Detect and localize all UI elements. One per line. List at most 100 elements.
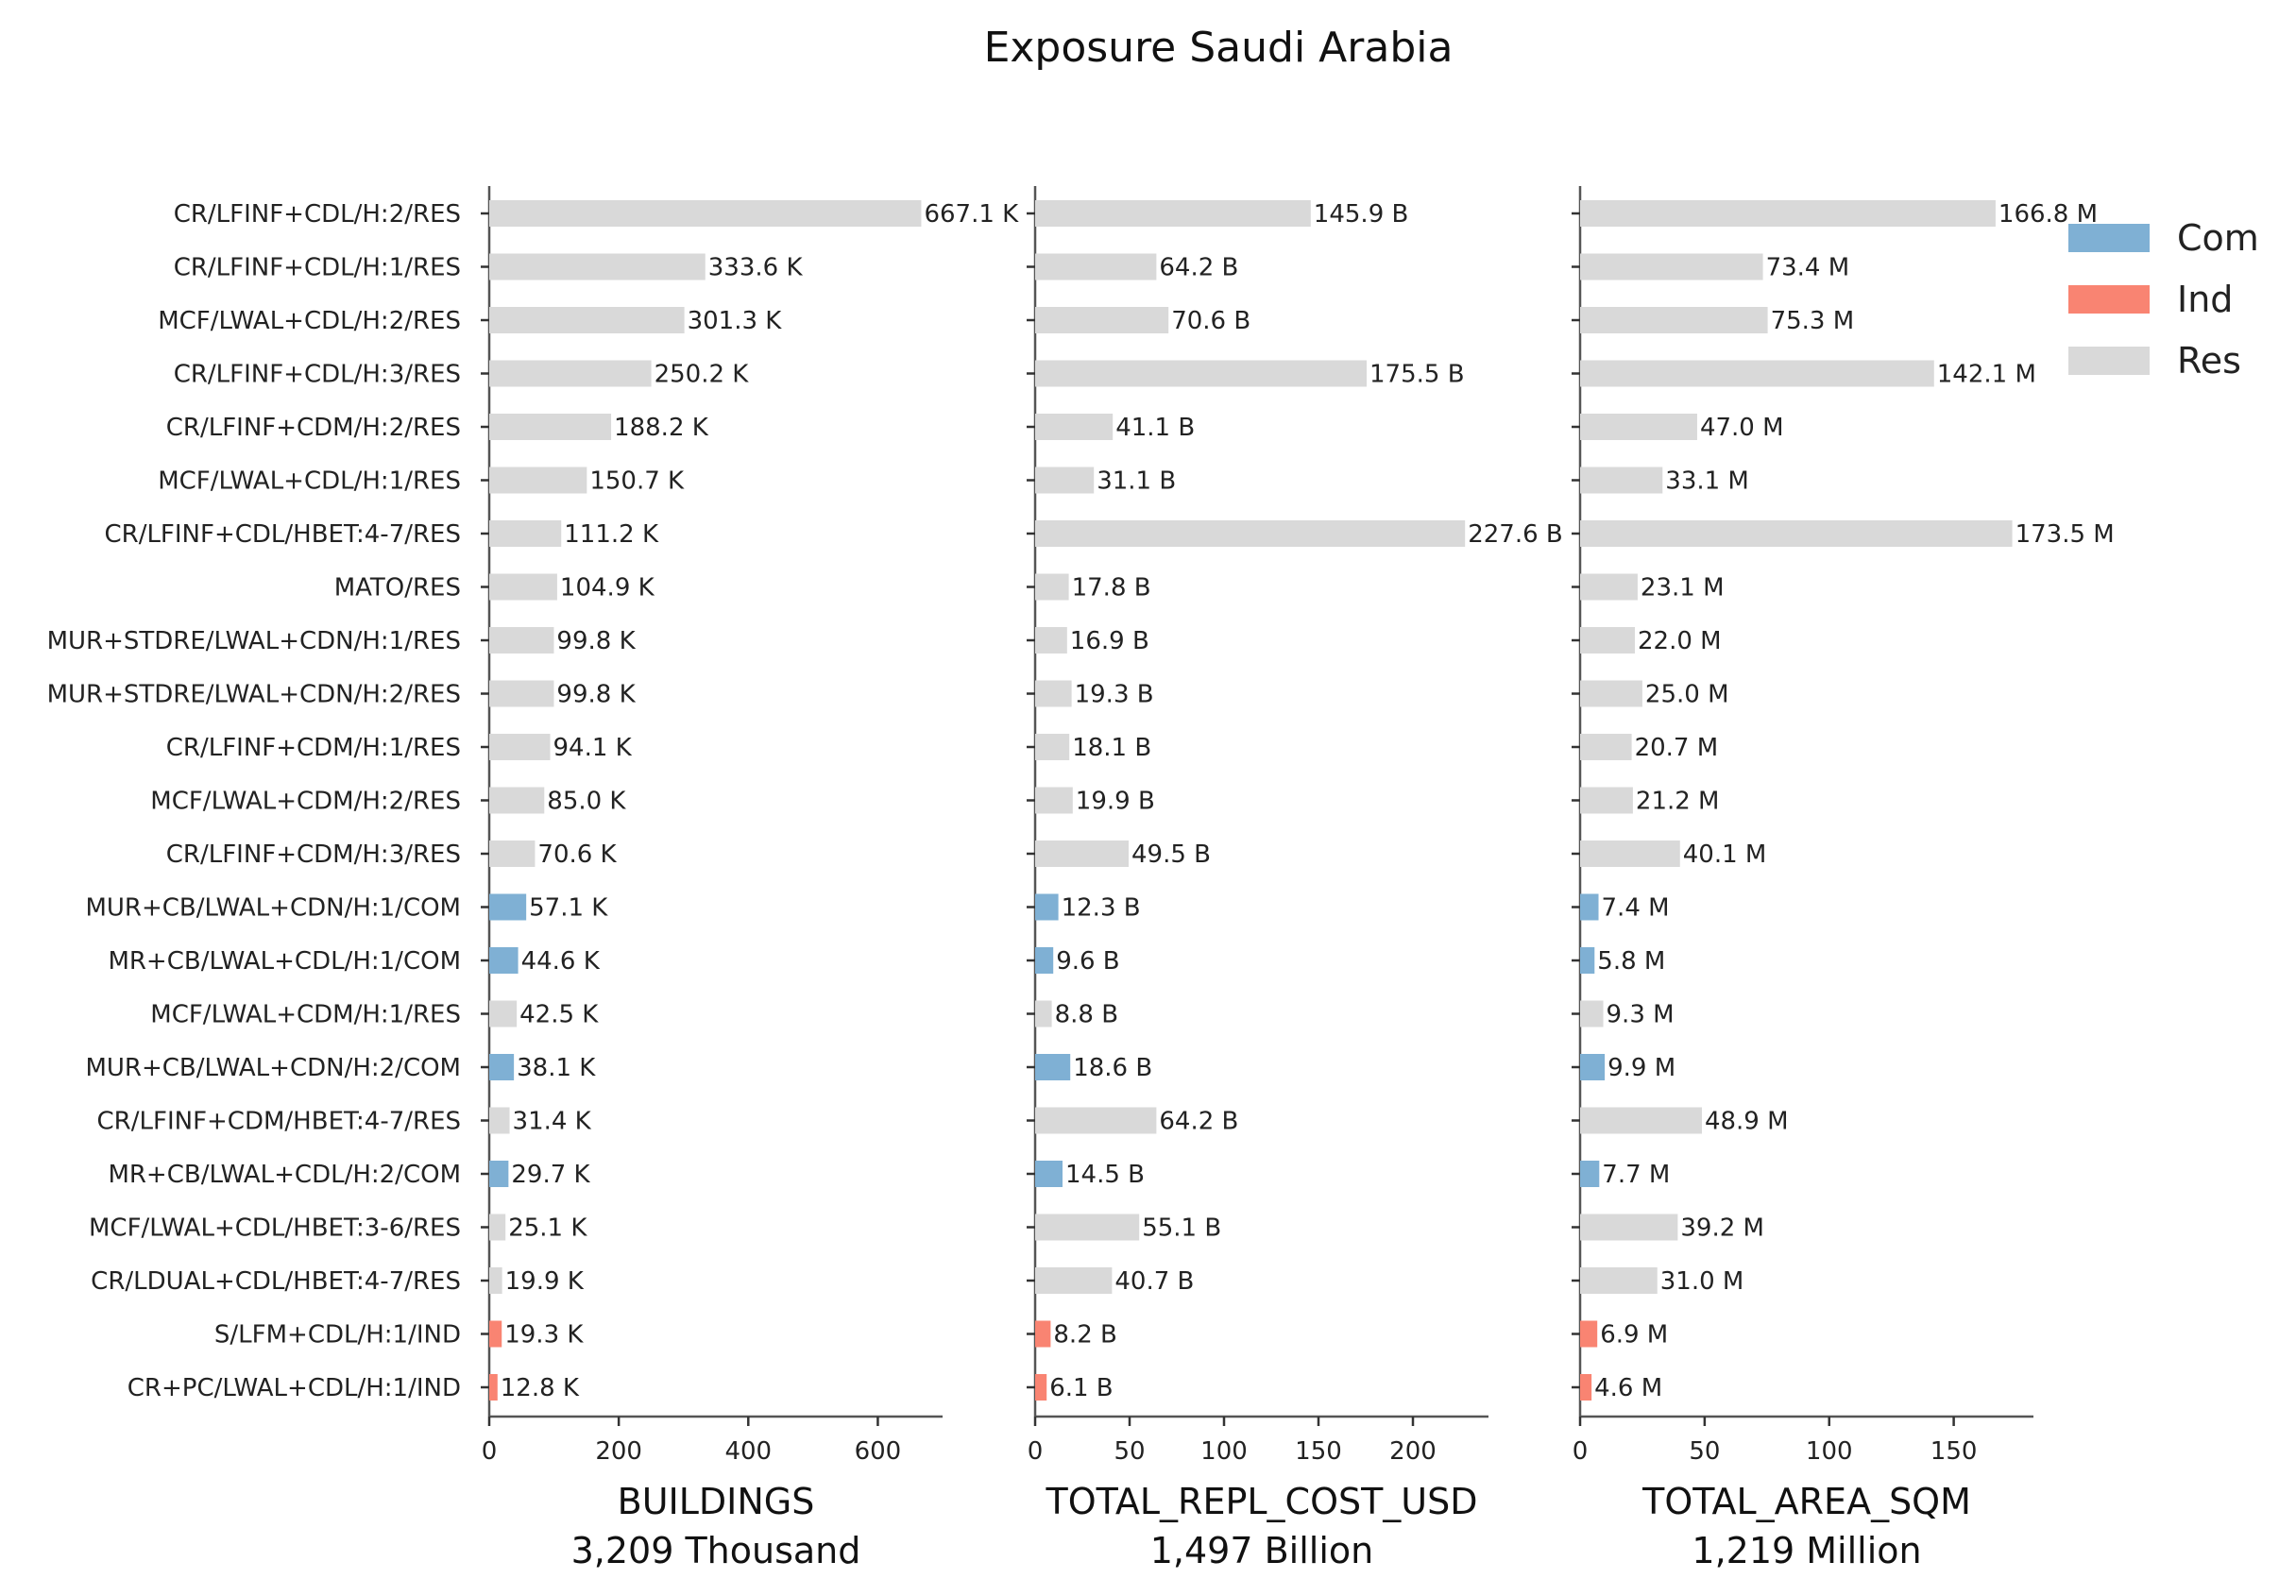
bar <box>489 627 554 654</box>
data-label: 23.1 M <box>1641 574 1725 603</box>
data-label: 39.2 M <box>1680 1214 1764 1243</box>
data-label: 31.0 M <box>1660 1267 1744 1296</box>
bar <box>489 947 519 974</box>
bar <box>1580 893 1599 921</box>
category-label: MATO/RES <box>334 574 461 603</box>
data-label: 19.3 K <box>504 1321 584 1350</box>
data-label: 9.3 M <box>1607 1001 1675 1029</box>
data-label: 145.9 B <box>1314 200 1409 229</box>
bar <box>1035 627 1067 654</box>
data-label: 301.3 K <box>688 307 783 335</box>
legend-swatch <box>2068 285 2150 314</box>
data-label: 19.3 B <box>1075 681 1154 709</box>
category-label: CR/LFINF+CDM/H:1/RES <box>166 734 461 762</box>
x-tick-label: 150 <box>1930 1437 1978 1466</box>
data-label: 12.3 B <box>1062 894 1141 923</box>
x-tick-label: 150 <box>1295 1437 1342 1466</box>
bar <box>1580 1320 1598 1348</box>
data-label: 29.7 K <box>511 1161 590 1189</box>
bar <box>1035 1320 1051 1348</box>
bar <box>1580 627 1636 654</box>
data-label: 99.8 K <box>556 681 636 709</box>
category-label: CR/LFINF+CDM/H:2/RES <box>166 414 461 442</box>
data-label: 18.6 B <box>1073 1054 1152 1082</box>
bar <box>1035 520 1466 547</box>
chart-legend: Com Ind Res <box>2068 217 2259 382</box>
data-label: 25.1 K <box>508 1214 587 1243</box>
bar <box>1035 253 1157 280</box>
x-tick-label: 100 <box>1806 1437 1853 1466</box>
bar <box>1035 200 1311 227</box>
bar <box>489 787 545 814</box>
data-label: 6.9 M <box>1600 1321 1668 1350</box>
bar <box>1580 1374 1592 1401</box>
data-label: 25.0 M <box>1645 681 1729 709</box>
data-label: 38.1 K <box>517 1054 596 1082</box>
x-tick-label: 50 <box>1114 1437 1145 1466</box>
data-label: 667.1 K <box>924 200 1019 229</box>
bar <box>489 520 562 547</box>
data-label: 22.0 M <box>1638 627 1722 655</box>
bar <box>1035 307 1169 333</box>
bar <box>489 573 557 601</box>
bar <box>1580 787 1633 814</box>
legend-label: Ind <box>2177 279 2233 320</box>
bar <box>489 1054 515 1080</box>
data-label: 40.7 B <box>1114 1267 1194 1296</box>
data-label: 14.5 B <box>1065 1161 1145 1189</box>
bar <box>1035 1374 1047 1401</box>
category-label: MCF/LWAL+CDL/H:2/RES <box>158 307 461 335</box>
data-label: 57.1 K <box>529 894 608 923</box>
bar <box>1580 1214 1678 1241</box>
bar <box>489 734 551 760</box>
bar <box>1035 573 1069 601</box>
data-label: 49.5 B <box>1131 840 1211 869</box>
category-label: MCF/LWAL+CDL/HBET:3-6/RES <box>89 1214 461 1243</box>
chart-panels: CR/LFINF+CDL/H:2/RES 667.1 K CR/LFINF+CDL/… <box>47 186 2115 1571</box>
category-label: CR/LFINF+CDL/HBET:4-7/RES <box>104 520 461 549</box>
bar <box>1035 1214 1140 1241</box>
category-label: MCF/LWAL+CDM/H:1/RES <box>150 1001 461 1029</box>
x-tick-label: 200 <box>1389 1437 1437 1466</box>
data-label: 8.8 B <box>1055 1001 1118 1029</box>
category-label: CR/LFINF+CDM/H:3/RES <box>166 840 461 869</box>
category-label: MUR+CB/LWAL+CDN/H:2/COM <box>85 1054 461 1082</box>
bar <box>489 840 536 867</box>
data-label: 17.8 B <box>1072 574 1151 603</box>
panel-1: CR/LFINF+CDL/H:2/RES 667.1 K CR/LFINF+CDL/… <box>47 186 1019 1571</box>
x-axis-subtitle: 3,209 Thousand <box>571 1530 861 1571</box>
bar <box>1580 253 1763 280</box>
data-label: 8.2 B <box>1053 1321 1116 1350</box>
bar <box>1035 787 1073 814</box>
data-label: 4.6 M <box>1594 1374 1662 1402</box>
x-axis-subtitle: 1,497 Billion <box>1150 1530 1374 1571</box>
bar <box>1035 414 1114 440</box>
bar <box>489 414 612 440</box>
bar <box>1035 467 1095 494</box>
bar <box>489 1107 510 1134</box>
bar <box>1035 680 1072 707</box>
bar <box>489 1320 502 1348</box>
data-label: 18.1 B <box>1072 734 1151 762</box>
x-tick-label: 600 <box>855 1437 902 1466</box>
bar <box>1035 840 1129 867</box>
legend-label: Res <box>2177 340 2241 382</box>
legend-swatch <box>2068 224 2150 252</box>
data-label: 7.4 M <box>1602 894 1670 923</box>
x-axis-title: TOTAL_REPL_COST_USD <box>1045 1481 1477 1522</box>
data-label: 19.9 B <box>1076 788 1155 816</box>
bar <box>1035 360 1367 387</box>
bar <box>489 1374 498 1401</box>
data-label: 104.9 K <box>560 574 655 603</box>
data-label: 75.3 M <box>1771 307 1855 335</box>
legend-item-com: Com <box>2068 217 2259 259</box>
data-label: 40.1 M <box>1683 840 1767 869</box>
bar <box>1580 200 1996 227</box>
category-label: MR+CB/LWAL+CDL/H:1/COM <box>108 947 461 976</box>
panel-2: 145.9 B 64.2 B 70.6 B 175.5 B 41.1 B 31.1 B 22… <box>1027 186 1563 1571</box>
data-label: 250.2 K <box>655 361 750 389</box>
bar <box>489 253 706 280</box>
data-label: 99.8 K <box>556 627 636 655</box>
bar <box>1580 1107 1702 1134</box>
data-label: 333.6 K <box>708 254 804 282</box>
